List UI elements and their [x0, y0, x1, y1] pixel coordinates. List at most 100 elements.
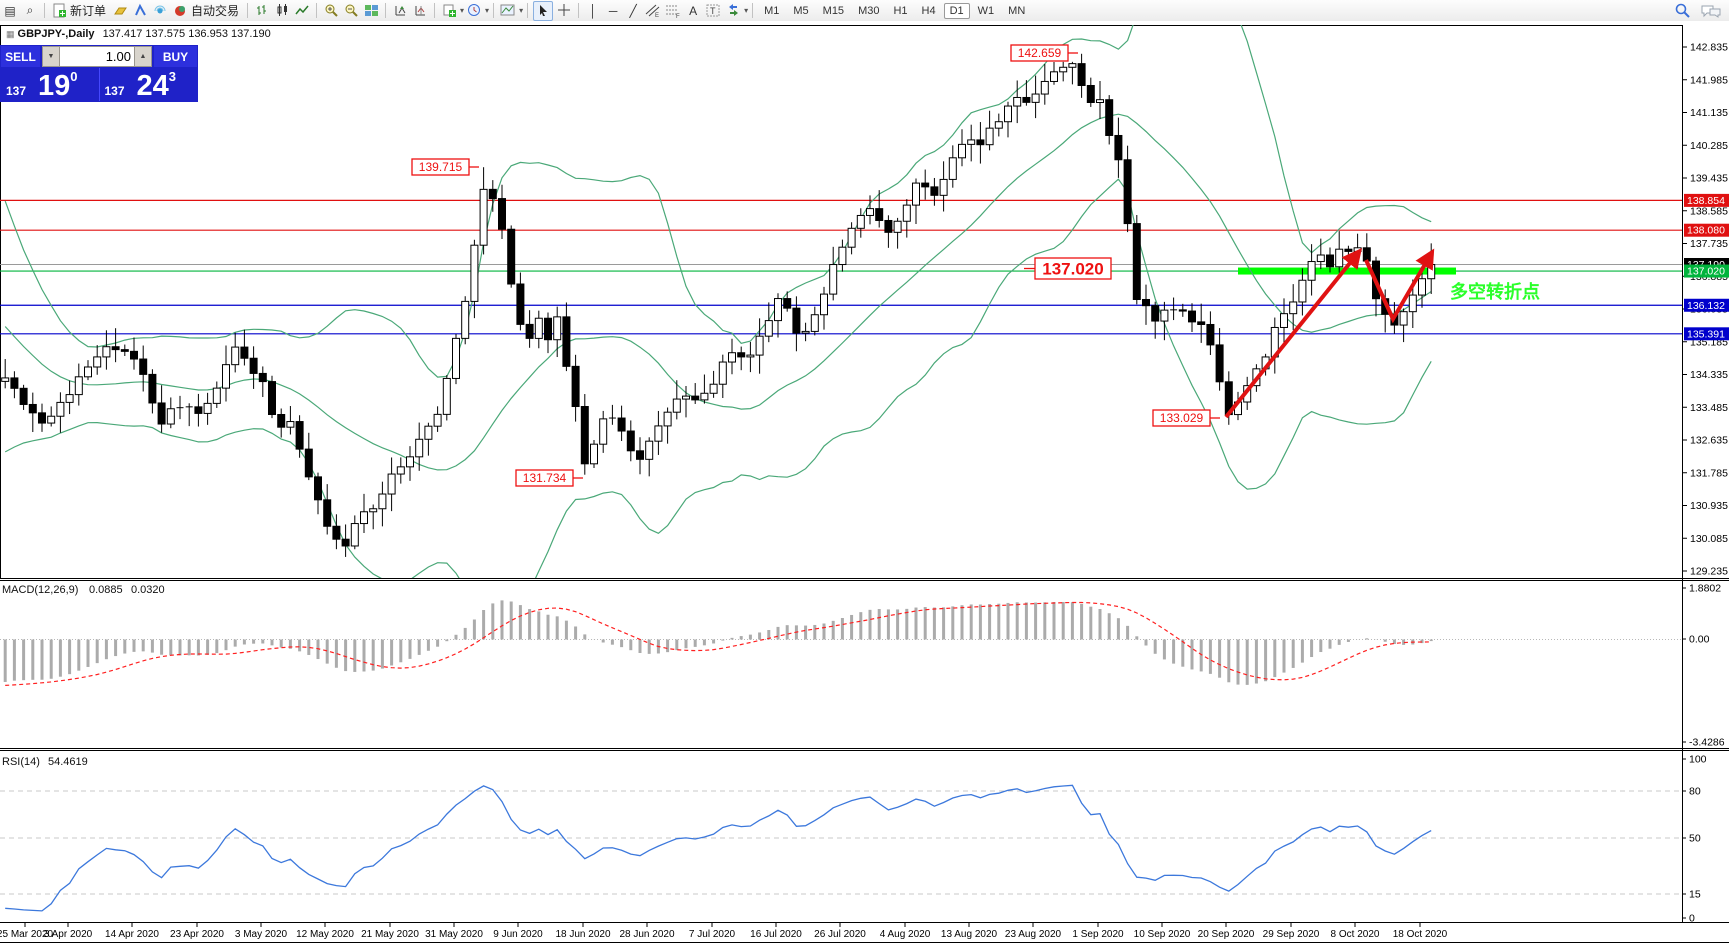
templates-icon[interactable]: [499, 2, 517, 20]
sell-button[interactable]: SELL: [1, 46, 40, 67]
periods-dropdown[interactable]: ▾: [485, 6, 490, 15]
search-icon[interactable]: [1673, 2, 1691, 20]
y-axis-label: 132.635: [1690, 435, 1728, 447]
candle-body: [1178, 309, 1187, 312]
candle-body: [1004, 105, 1012, 123]
crosshair-icon[interactable]: [555, 2, 573, 20]
y-axis-label: 141.135: [1690, 107, 1728, 119]
line-chart-icon[interactable]: [293, 2, 311, 20]
autotrade-icon[interactable]: [171, 2, 189, 20]
candle-body: [258, 372, 267, 383]
timeframe-h4[interactable]: H4: [921, 4, 936, 17]
price-callout-label: 131.734: [523, 471, 567, 485]
candle-body: [304, 448, 313, 478]
text-icon[interactable]: A: [689, 3, 698, 18]
zoom-in-icon[interactable]: [322, 2, 340, 20]
trend-arrow[interactable]: [1364, 248, 1435, 324]
new-order-label[interactable]: 新订单: [70, 4, 107, 18]
buy-button[interactable]: BUY: [154, 46, 197, 67]
rsi-axis-label: 15: [1689, 889, 1701, 901]
tile-windows-icon[interactable]: [362, 2, 380, 20]
auto-trading-label[interactable]: 自动交易: [191, 4, 240, 18]
y-axis-label: 139.435: [1690, 173, 1728, 185]
journal-icon[interactable]: [131, 2, 149, 20]
timeframe-w1[interactable]: W1: [977, 4, 995, 17]
add-chart-dropdown[interactable]: ▾: [460, 6, 465, 15]
candle-body: [553, 316, 562, 341]
trend-arrow[interactable]: [1224, 248, 1363, 419]
channel-icon[interactable]: E: [644, 2, 662, 20]
buy-price-sup: 3: [168, 69, 176, 84]
buy-price[interactable]: 137 24 3: [100, 68, 198, 101]
candle-body: [249, 357, 258, 374]
timeframe-m5[interactable]: M5: [793, 4, 809, 17]
candle-body: [378, 493, 387, 510]
volume-increase-button[interactable]: ▲: [134, 46, 152, 67]
buy-price-big: 24: [136, 70, 169, 102]
fibonacci-icon[interactable]: F: [664, 2, 682, 20]
chart-canvas[interactable]: 142.835 141.985 141.135 140.285 139.435 138.5…: [0, 21, 1729, 944]
rsi-axis-label: 80: [1689, 786, 1701, 798]
candle-body: [102, 346, 111, 358]
candles-chart-icon[interactable]: [273, 2, 291, 20]
hline-icon[interactable]: ─: [608, 3, 618, 18]
trendline-icon[interactable]: ╱: [629, 3, 637, 18]
bollinger-lower-band[interactable]: [4, 178, 1432, 644]
timeframe-m1[interactable]: M1: [764, 4, 780, 17]
add-chart-icon[interactable]: [440, 2, 458, 20]
rsi-line[interactable]: [5, 784, 1432, 912]
bollinger-middle-band[interactable]: [4, 113, 1432, 471]
svg-text:T: T: [710, 6, 716, 16]
timeframe-mn[interactable]: MN: [1008, 4, 1026, 17]
broadcast-icon[interactable]: [151, 2, 169, 20]
templates-dropdown[interactable]: ▾: [519, 6, 524, 15]
track-icon[interactable]: [411, 2, 429, 20]
y-axis-label: 130.935: [1690, 500, 1728, 512]
shapes-dropdown[interactable]: ▾: [744, 6, 749, 15]
label-icon[interactable]: T: [704, 2, 722, 20]
candle-body: [590, 443, 598, 465]
cursor-icon[interactable]: [533, 0, 554, 21]
candle-body: [746, 354, 755, 358]
candle-body: [74, 376, 83, 396]
timeframe-h1[interactable]: H1: [893, 4, 908, 17]
candle-body: [406, 456, 414, 468]
vline-icon[interactable]: │: [589, 3, 597, 18]
bars-chart-icon[interactable]: [253, 2, 271, 20]
volume-decrease-button[interactable]: ▼: [42, 46, 60, 67]
candle-body: [148, 373, 157, 404]
turning-point-annotation[interactable]: 多空转折点: [1450, 281, 1540, 302]
chat-icon[interactable]: [1700, 2, 1722, 20]
sell-price[interactable]: 137 19 0: [1, 68, 100, 101]
bollinger-upper-band[interactable]: [4, 21, 1432, 378]
shapes-icon[interactable]: [724, 2, 742, 20]
candle-body: [1353, 247, 1362, 252]
candle-body: [1427, 263, 1436, 280]
candle-body: [1105, 99, 1114, 136]
gold-icon[interactable]: [111, 2, 129, 20]
rsi-axis-label: 50: [1689, 833, 1701, 845]
timeframe-m30[interactable]: M30: [858, 4, 880, 17]
y-axis-label: 138.585: [1690, 205, 1728, 217]
price-badge: [1684, 223, 1729, 237]
zoom-out-icon[interactable]: [342, 2, 360, 20]
candle-body: [1335, 248, 1344, 268]
candle-body: [709, 383, 718, 394]
y-axis-label: 130.085: [1690, 533, 1728, 545]
x-axis-label: 12 May 2020: [296, 929, 354, 940]
y-axis-label: 140.285: [1690, 140, 1728, 152]
arrange-icon[interactable]: [391, 2, 409, 20]
timeframe-m15[interactable]: M15: [822, 4, 845, 17]
highlight-zone-bar[interactable]: [1238, 267, 1456, 275]
macd-signal-line[interactable]: [5, 601, 1432, 686]
volume-input[interactable]: 1.00: [60, 46, 134, 67]
timeframe-d1[interactable]: D1: [943, 2, 970, 19]
candle-body: [737, 352, 746, 358]
main-pane[interactable]: [0, 25, 1683, 579]
candle-body: [820, 293, 828, 316]
periods-icon[interactable]: [465, 2, 483, 20]
profile-icon[interactable]: ⌕: [26, 3, 34, 17]
macd-histogram: [3, 600, 1433, 685]
chart-window-icon[interactable]: ▤: [4, 3, 16, 18]
new-order-icon[interactable]: [50, 2, 68, 20]
